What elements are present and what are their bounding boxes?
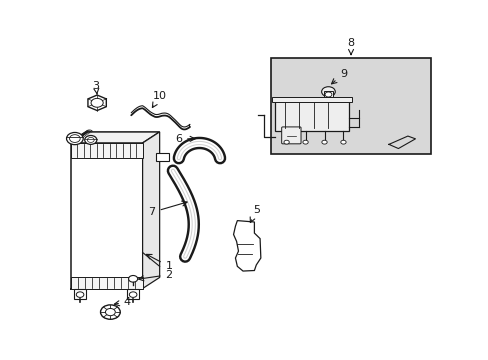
Circle shape [105,309,115,316]
Polygon shape [142,132,159,288]
Circle shape [91,98,103,107]
Text: 1: 1 [146,255,172,271]
Bar [272,97,351,102]
Text: 6: 6 [175,134,195,144]
Polygon shape [70,132,159,143]
Bar [127,288,139,299]
Circle shape [129,292,137,297]
Text: 8: 8 [347,38,354,54]
Text: 5: 5 [250,204,259,222]
Circle shape [128,275,138,282]
Text: 9: 9 [331,69,346,84]
Circle shape [321,140,326,144]
Bar [323,91,333,97]
Text: 10: 10 [152,91,166,108]
Text: 2: 2 [138,270,172,281]
Circle shape [340,140,346,144]
Polygon shape [88,95,106,111]
Circle shape [69,135,80,143]
Bar [70,278,142,288]
Bar [275,99,348,131]
Circle shape [284,140,289,144]
Text: 7: 7 [148,201,187,217]
Circle shape [325,92,331,97]
Bar [74,288,86,299]
Circle shape [76,292,84,297]
Circle shape [321,87,335,97]
Bar [271,58,430,154]
Circle shape [302,140,307,144]
Bar [70,143,142,158]
Text: 4: 4 [114,297,131,307]
FancyBboxPatch shape [281,127,301,144]
Bar [156,153,169,161]
Circle shape [66,132,83,145]
Circle shape [101,305,120,319]
Circle shape [84,135,97,144]
Circle shape [87,138,94,143]
Text: 3: 3 [92,81,99,94]
